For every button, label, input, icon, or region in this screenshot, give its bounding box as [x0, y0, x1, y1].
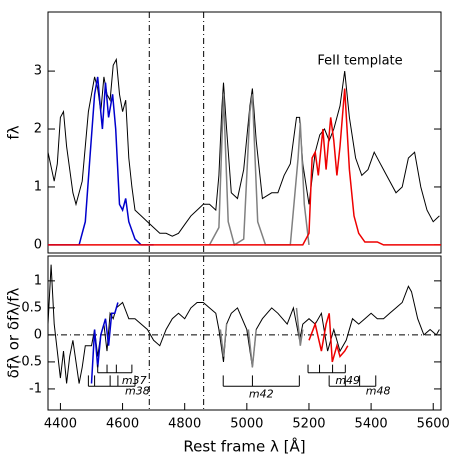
plot-frame	[47, 255, 442, 411]
x-tick-label: 5600	[417, 417, 450, 432]
multiplet-label: m42	[249, 387, 274, 400]
y-axis-label: δfλ or δfλ/fλ	[5, 287, 23, 378]
x-tick-label: 5400	[355, 417, 388, 432]
x-tick-label: 4800	[168, 417, 201, 432]
x-tick-label: 4400	[44, 417, 77, 432]
series-line	[47, 57, 440, 237]
annotation: FeII template	[317, 54, 402, 69]
x-tick-label: 5000	[230, 417, 263, 432]
y-axis-label: fλ	[5, 125, 23, 139]
y-tick-label: 1	[34, 179, 42, 194]
y-tick-label: 3	[34, 64, 42, 79]
multiplet-label: m37	[122, 374, 147, 387]
y-tick-label: 1	[34, 273, 42, 288]
y-tick-label: -1	[29, 381, 42, 396]
series-line	[48, 88, 441, 246]
y-tick-label: 0	[34, 237, 42, 252]
series-line	[219, 307, 304, 368]
y-tick-label: -0.5	[17, 354, 42, 369]
y-tick-label: 0.5	[21, 300, 42, 315]
multiplet-label: m38	[125, 385, 150, 398]
series-line	[47, 264, 440, 384]
x-axis-label: Rest frame λ [Å]	[183, 437, 305, 456]
x-tick-label: 5200	[292, 417, 325, 432]
multiplet-label: m48	[366, 385, 391, 398]
x-tick-label: 4600	[106, 417, 139, 432]
series-line	[48, 76, 154, 246]
series-line	[308, 313, 349, 363]
multiplet-label: m49	[335, 374, 360, 387]
plot-frame	[47, 11, 442, 254]
y-tick-label: 2	[34, 122, 42, 137]
series-line	[90, 302, 119, 384]
series-line	[208, 94, 310, 247]
y-tick-label: 0	[34, 327, 42, 342]
